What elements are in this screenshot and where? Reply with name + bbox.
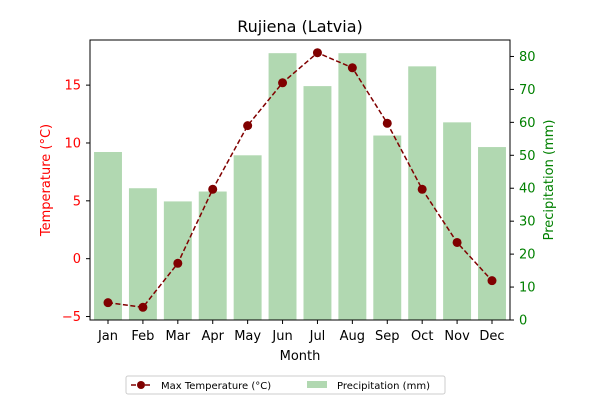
x-tick-label: Oct <box>411 329 433 344</box>
x-tick-label: Aug <box>340 329 365 344</box>
temperature-point-sep <box>382 118 392 128</box>
legend-label-precipitation: Precipitation (mm) <box>337 381 430 392</box>
temperature-point-feb <box>138 302 148 312</box>
x-tick-label: Nov <box>444 329 470 344</box>
precip-bar-sep <box>373 135 402 320</box>
legend-line-marker <box>137 381 145 389</box>
y-left-tick-label: 10 <box>64 136 81 151</box>
x-tick-label: Dec <box>479 329 504 344</box>
temperature-point-apr <box>208 184 218 194</box>
y-right-tick-label: 10 <box>519 281 536 296</box>
bars-group <box>94 53 506 321</box>
y-right-tick-label: 50 <box>519 149 536 164</box>
temperature-point-may <box>243 121 253 131</box>
y-right-tick-label: 30 <box>519 215 536 230</box>
y-left-ticks: −5 0 5 10 15 <box>62 79 90 325</box>
x-tick-label: Jan <box>97 329 118 344</box>
y-right-tick-label: 70 <box>519 83 536 98</box>
temperature-point-dec <box>487 276 497 286</box>
y-axis-right-title: Precipitation (mm) <box>542 120 557 241</box>
precip-bar-apr <box>198 191 227 320</box>
precip-bar-nov <box>443 122 472 321</box>
temperature-point-nov <box>452 237 462 247</box>
y-right-ticks: 0 10 20 30 40 50 60 70 80 <box>510 50 536 329</box>
temperature-point-jan <box>103 298 113 308</box>
y-right-tick-label: 20 <box>519 248 536 263</box>
temperature-line <box>107 51 493 309</box>
y-axis-left-title: Temperature (°C) <box>39 124 54 237</box>
chart-title: Rujiena (Latvia) <box>237 17 363 36</box>
precip-bar-may <box>233 155 262 320</box>
temperature-point-mar <box>173 258 183 268</box>
line-group <box>103 48 497 312</box>
temperature-point-oct <box>417 184 427 194</box>
precip-bar-jun <box>268 53 297 320</box>
y-left-tick-label: 15 <box>64 79 81 94</box>
x-tick-label: Feb <box>131 329 154 344</box>
x-axis-title: Month <box>280 349 321 364</box>
precip-bar-feb <box>128 188 157 320</box>
y-right-tick-label: 60 <box>519 116 536 131</box>
x-tick-label: Sep <box>375 329 400 344</box>
temperature-point-jun <box>278 78 288 88</box>
y-right-tick-label: 40 <box>519 182 536 197</box>
legend-frame <box>125 375 446 395</box>
y-right-tick-label: 0 <box>519 314 527 329</box>
legend-bar-swatch <box>307 381 327 388</box>
precip-bar-jan <box>94 152 122 320</box>
x-tick-label: May <box>234 329 261 344</box>
x-tick-label: Apr <box>201 329 224 344</box>
temperature-point-aug <box>347 63 357 73</box>
y-left-tick-label: 5 <box>73 194 81 209</box>
temperature-point-jul <box>312 48 322 58</box>
precip-bar-dec <box>478 147 506 320</box>
y-left-tick-label: 0 <box>73 252 81 267</box>
legend-label-temperature: Max Temperature (°C) <box>161 381 271 392</box>
y-left-tick-label: −5 <box>62 310 81 325</box>
precip-bar-aug <box>338 53 367 320</box>
plot-frame <box>89 39 511 321</box>
x-ticks: Jan Feb Mar Apr May Jun Jul Aug Sep Oct Nov Dec <box>97 320 505 344</box>
y-right-tick-label: 80 <box>519 50 536 65</box>
legend: Max Temperature (°C) Precipitation (mm) <box>125 375 446 395</box>
x-tick-label: Jul <box>309 329 326 344</box>
x-tick-label: Mar <box>166 329 191 344</box>
x-tick-label: Jun <box>271 329 292 344</box>
precip-bar-jul <box>303 86 332 320</box>
